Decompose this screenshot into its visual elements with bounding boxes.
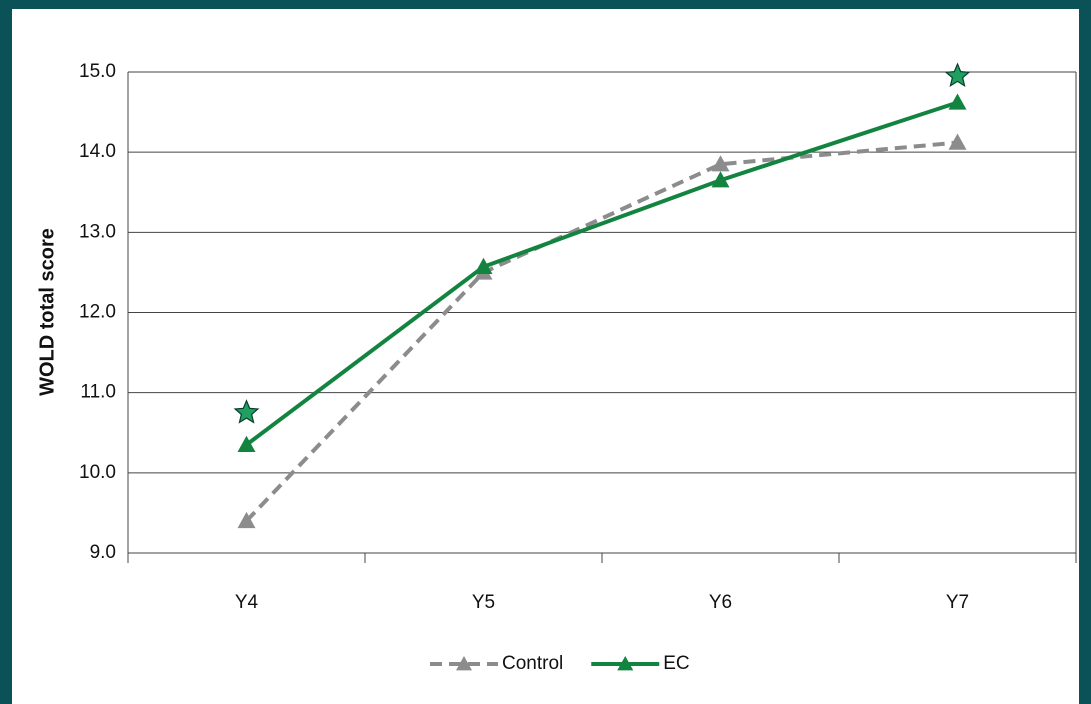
y-tick-label: 9.0 — [90, 542, 116, 563]
legend-marker — [617, 656, 634, 671]
x-tick-label: Y4 — [235, 592, 259, 613]
point-marker — [474, 257, 493, 275]
point-marker — [237, 435, 256, 452]
point-marker — [948, 133, 967, 150]
x-tick-label: Y5 — [472, 592, 495, 613]
legend-marker — [456, 656, 472, 671]
x-tick-label: Y6 — [709, 592, 732, 613]
y-tick-label: 15.0 — [79, 61, 116, 82]
y-tick-label: 11.0 — [80, 382, 116, 403]
point-marker — [948, 93, 967, 110]
significance-star — [944, 62, 971, 87]
point-marker — [237, 511, 256, 529]
significance-star — [233, 399, 260, 424]
series-line — [245, 100, 959, 447]
legend-label: Control — [502, 653, 563, 674]
y-tick-label: 10.0 — [79, 462, 116, 483]
y-tick-label: 13.0 — [79, 221, 116, 242]
y-axis-label: WOLD total score — [36, 228, 58, 396]
series-line — [245, 140, 958, 523]
point-marker — [711, 171, 730, 188]
y-tick-label: 14.0 — [79, 141, 116, 162]
background — [12, 9, 1079, 704]
y-tick-label: 12.0 — [79, 302, 116, 323]
point-marker — [711, 155, 730, 172]
x-tick-label: Y7 — [946, 592, 969, 613]
legend-label: EC — [663, 653, 689, 674]
